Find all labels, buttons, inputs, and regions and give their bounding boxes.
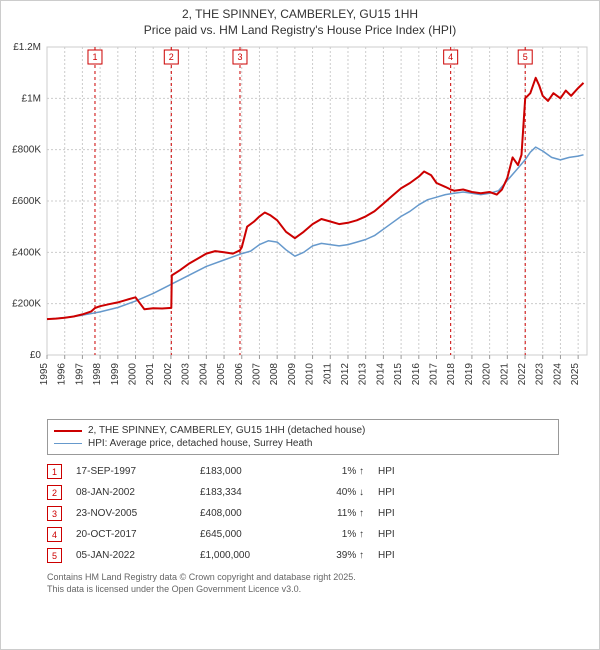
sale-hpi-tag: HPI: [378, 550, 408, 561]
svg-text:2022: 2022: [517, 363, 528, 386]
svg-text:2006: 2006: [234, 363, 245, 386]
svg-text:2003: 2003: [181, 363, 192, 386]
svg-text:£600K: £600K: [12, 196, 41, 207]
legend-item: 2, THE SPINNEY, CAMBERLEY, GU15 1HH (det…: [54, 424, 552, 437]
svg-text:£1.2M: £1.2M: [13, 42, 41, 53]
svg-text:£1M: £1M: [22, 93, 41, 104]
legend-label: HPI: Average price, detached house, Surr…: [88, 438, 312, 449]
sale-hpi-tag: HPI: [378, 466, 408, 477]
chart-title: 2, THE SPINNEY, CAMBERLEY, GU15 1HH Pric…: [1, 1, 599, 41]
svg-text:£400K: £400K: [12, 247, 41, 258]
sale-price: £645,000: [200, 529, 290, 540]
legend-item: HPI: Average price, detached house, Surr…: [54, 437, 552, 450]
sale-marker-icon: 5: [47, 548, 62, 563]
legend-swatch: [54, 443, 82, 444]
footer-line1: Contains HM Land Registry data © Crown c…: [47, 572, 559, 584]
sale-date: 17-SEP-1997: [76, 466, 186, 477]
svg-text:1996: 1996: [57, 363, 68, 386]
svg-text:3: 3: [237, 52, 242, 62]
sales-row: 2 08-JAN-2002 £183,334 40% ↓ HPI: [47, 482, 559, 503]
sale-marker-icon: 2: [47, 485, 62, 500]
svg-text:2019: 2019: [464, 363, 475, 386]
sale-marker-icon: 1: [47, 464, 62, 479]
sales-row: 1 17-SEP-1997 £183,000 1% ↑ HPI: [47, 461, 559, 482]
svg-text:1999: 1999: [110, 363, 121, 386]
chart-container: { "title_line1": "2, THE SPINNEY, CAMBER…: [0, 0, 600, 650]
svg-text:2024: 2024: [552, 363, 563, 386]
svg-text:2000: 2000: [128, 363, 139, 386]
sales-table: 1 17-SEP-1997 £183,000 1% ↑ HPI 2 08-JAN-2002 £…: [47, 461, 559, 566]
sale-price: £1,000,000: [200, 550, 290, 561]
svg-text:£800K: £800K: [12, 145, 41, 156]
sale-pct: 11% ↑: [304, 508, 364, 519]
svg-text:2011: 2011: [322, 363, 333, 385]
sale-hpi-tag: HPI: [378, 487, 408, 498]
svg-text:2017: 2017: [429, 363, 440, 386]
svg-text:2016: 2016: [411, 363, 422, 386]
svg-text:2009: 2009: [287, 363, 298, 386]
svg-text:2025: 2025: [570, 363, 581, 386]
title-line2: Price paid vs. HM Land Registry's House …: [5, 23, 595, 37]
svg-text:1998: 1998: [92, 363, 103, 386]
chart-plot: £0 £200K £400K £600K £800K £1M £1.2M 1995 1996 19…: [1, 41, 599, 411]
svg-text:2018: 2018: [446, 363, 457, 386]
legend-swatch: [54, 430, 82, 432]
sales-row: 4 20-OCT-2017 £645,000 1% ↑ HPI: [47, 524, 559, 545]
sale-pct: 1% ↑: [304, 529, 364, 540]
sale-price: £183,000: [200, 466, 290, 477]
sale-pct: 40% ↓: [304, 487, 364, 498]
svg-text:2005: 2005: [216, 363, 227, 386]
footer-line2: This data is licensed under the Open Gov…: [47, 584, 559, 596]
svg-text:1995: 1995: [39, 363, 50, 386]
svg-text:2020: 2020: [482, 363, 493, 386]
svg-text:2023: 2023: [535, 363, 546, 386]
sale-date: 20-OCT-2017: [76, 529, 186, 540]
sale-hpi-tag: HPI: [378, 529, 408, 540]
svg-text:2010: 2010: [305, 363, 316, 386]
sale-date: 08-JAN-2002: [76, 487, 186, 498]
svg-text:2015: 2015: [393, 363, 404, 386]
svg-text:2004: 2004: [198, 363, 209, 386]
sale-date: 05-JAN-2022: [76, 550, 186, 561]
svg-text:£200K: £200K: [12, 299, 41, 310]
sale-price: £408,000: [200, 508, 290, 519]
svg-text:1: 1: [92, 52, 97, 62]
svg-text:2008: 2008: [269, 363, 280, 386]
svg-text:£0: £0: [30, 350, 42, 361]
title-line1: 2, THE SPINNEY, CAMBERLEY, GU15 1HH: [5, 7, 595, 21]
svg-text:1997: 1997: [74, 363, 85, 386]
sale-marker-icon: 4: [47, 527, 62, 542]
svg-text:2021: 2021: [499, 363, 510, 386]
sale-pct: 39% ↑: [304, 550, 364, 561]
svg-text:2001: 2001: [145, 363, 156, 386]
sale-date: 23-NOV-2005: [76, 508, 186, 519]
sales-row: 5 05-JAN-2022 £1,000,000 39% ↑ HPI: [47, 545, 559, 566]
sale-hpi-tag: HPI: [378, 508, 408, 519]
svg-text:5: 5: [523, 52, 528, 62]
legend-label: 2, THE SPINNEY, CAMBERLEY, GU15 1HH (det…: [88, 425, 365, 436]
svg-text:2014: 2014: [375, 363, 386, 386]
sale-price: £183,334: [200, 487, 290, 498]
chart-svg: £0 £200K £400K £600K £800K £1M £1.2M 1995 1996 19…: [1, 41, 599, 411]
svg-text:4: 4: [448, 52, 453, 62]
svg-text:2012: 2012: [340, 363, 351, 386]
legend: 2, THE SPINNEY, CAMBERLEY, GU15 1HH (det…: [47, 419, 559, 455]
svg-text:2002: 2002: [163, 363, 174, 386]
footer-attribution: Contains HM Land Registry data © Crown c…: [47, 572, 559, 595]
svg-text:2007: 2007: [251, 363, 262, 386]
svg-text:2: 2: [169, 52, 174, 62]
sale-marker-icon: 3: [47, 506, 62, 521]
svg-text:2013: 2013: [358, 363, 369, 386]
sale-pct: 1% ↑: [304, 466, 364, 477]
sales-row: 3 23-NOV-2005 £408,000 11% ↑ HPI: [47, 503, 559, 524]
